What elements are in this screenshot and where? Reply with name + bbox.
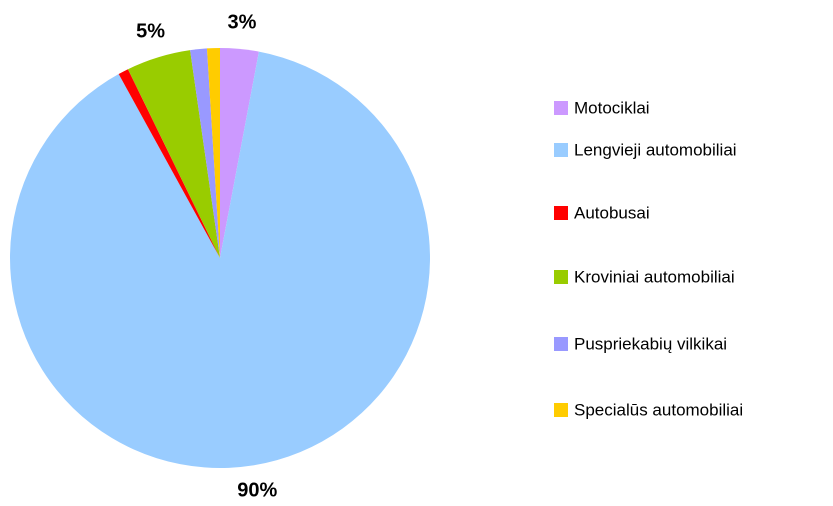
data-label: 5% [136, 21, 165, 43]
pie-slice [220, 48, 259, 258]
legend-swatch [554, 101, 568, 115]
legend-swatch [554, 337, 568, 351]
legend-label: Kroviniai automobiliai [574, 267, 735, 286]
legend-swatch [554, 403, 568, 417]
pie-slice [127, 50, 220, 258]
legend-swatch [554, 270, 568, 284]
pie-slice [190, 48, 220, 258]
legend-label: Puspriekabių vilkikai [574, 334, 727, 353]
pie-slice [206, 48, 220, 258]
legend-label: Specialūs automobiliai [574, 400, 743, 419]
data-label: 90% [237, 479, 277, 501]
legend-swatch [554, 206, 568, 220]
legend-label: Motociklai [574, 98, 650, 117]
legend-label: Autobusai [574, 203, 650, 222]
legend-label: Lengvieji automobiliai [574, 140, 737, 159]
pie-slice [118, 69, 220, 258]
data-label: 3% [228, 11, 257, 33]
legend-swatch [554, 143, 568, 157]
pie-slice [9, 51, 431, 469]
